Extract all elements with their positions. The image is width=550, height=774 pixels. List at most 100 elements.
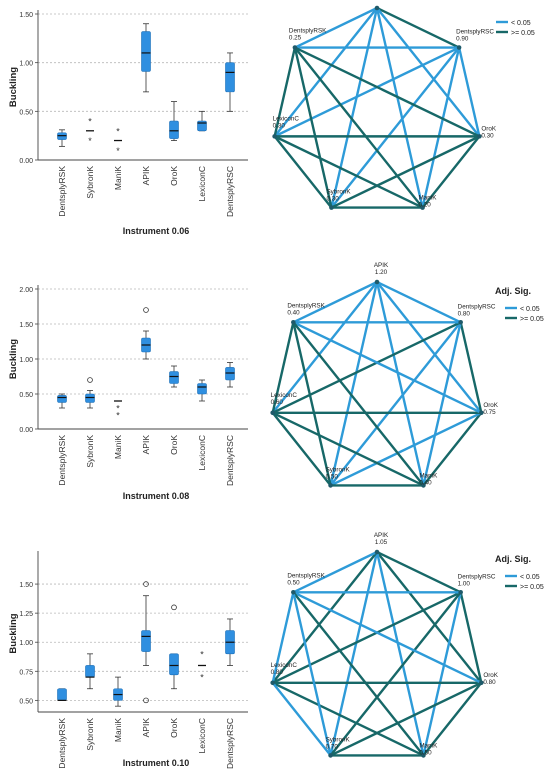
box-SybronK: ** [86, 117, 94, 146]
node-label: APIK [374, 532, 389, 539]
network-panel-0: APIK1.10DentsplyRSC0.90OroK0.30ManiK0.20… [272, 0, 535, 210]
x-tick-label: APIK [141, 718, 151, 738]
node-label: LexiconC [271, 662, 298, 669]
x-tick-label: SybronK [85, 166, 95, 199]
node-label: DentsplyRSK [287, 302, 325, 309]
x-tick-label: SybronK [85, 435, 95, 468]
edge-OroK-ManiK [422, 411, 483, 487]
outlier-star: * [88, 117, 92, 127]
x-tick-label: ManiK [113, 718, 123, 742]
edge-OroK-SybronK [330, 135, 481, 209]
node-value: 0.50 [287, 579, 300, 586]
node-LexiconC [270, 410, 275, 416]
legend-label-ns: >= 0.05 [520, 316, 544, 323]
edge-APIK-DentsplyRSC [375, 550, 462, 594]
edge-ManiK-DentsplyRSK [293, 46, 424, 209]
edge-DentsplyRSC-ManiK [421, 46, 461, 209]
outlier-star: * [116, 411, 120, 421]
legend: Adj. Sig. < 0.05 >= 0.05 [495, 554, 544, 591]
y-axis-title: Buckling [8, 67, 19, 107]
y-tick-label: 0.75 [19, 669, 33, 676]
edge-ManiK-LexiconC [271, 411, 425, 487]
y-tick-label: 0.50 [19, 392, 33, 399]
boxplot-panel-0: 0.000.501.001.50BucklingDentsplyRSK**Syb… [8, 10, 248, 236]
outlier-star: * [200, 649, 204, 659]
network-panel-2: APIK1.05DentsplyRSC1.00OroK0.80ManiK0.50… [270, 532, 544, 758]
x-tick-label: ManiK [113, 435, 123, 459]
node-value: 0.80 [458, 310, 471, 317]
edge-APIK-LexiconC [271, 280, 379, 415]
edge-APIK-SybronK [330, 6, 379, 209]
boxplot-panel-1: 0.00 0.50 1.00 1.50 2.00 Buckling DentsplyRSK S… [8, 285, 248, 501]
x-tick-label: APIK [141, 166, 151, 186]
node-label: SybronK [326, 466, 351, 473]
node-label: SybronK [326, 189, 351, 196]
node-value: 1.10 [375, 0, 388, 2]
node-label: LexiconC [271, 392, 298, 399]
outlier-star: * [88, 136, 92, 146]
box-DentsplyRSC [225, 618, 235, 666]
network-panel-1: APIK1.20DentsplyRSC0.80OroK0.75ManiK0.40… [270, 262, 544, 488]
box-iqr [197, 383, 207, 395]
edge-DentsplyRSC-LexiconC [273, 46, 461, 138]
edge-OroK-SybronK [329, 411, 483, 487]
edge-APIK-DentsplyRSK [292, 550, 379, 594]
edge-DentsplyRSC-SybronK [330, 46, 461, 209]
y-tick-label: 1.25 [19, 611, 33, 618]
edge-SybronK-DentsplyRSK [292, 321, 332, 487]
node-value: 0.70 [326, 743, 339, 750]
node-value: 0.60 [271, 399, 284, 406]
node-value: 1.00 [458, 580, 471, 587]
x-tick-label: ManiK [113, 166, 123, 190]
node-value: 0.40 [419, 479, 432, 486]
box-OroK [169, 604, 179, 690]
node-value: 0.25 [289, 35, 302, 42]
edge-DentsplyRSC-LexiconC [271, 321, 462, 415]
y-tick-label: 1.50 [19, 582, 33, 589]
edge-LexiconC-DentsplyRSK [271, 321, 295, 415]
edge-OroK-DentsplyRSK [292, 321, 483, 415]
y-axis-title: Buckling [8, 339, 19, 379]
edge-DentsplyRSC-SybronK [329, 321, 462, 487]
box-iqr [85, 665, 95, 678]
y-tick-label: 0.50 [19, 698, 33, 705]
edge-OroK-ManiK [422, 681, 483, 757]
edge-DentsplyRSC-OroK [459, 591, 483, 685]
node-value: 0.50 [326, 473, 339, 480]
node-label: DentsplyRSK [289, 28, 327, 35]
edge-SybronK-LexiconC [271, 411, 332, 487]
node-value: 0.80 [271, 669, 284, 676]
box-DentsplyRSC [225, 362, 235, 388]
node-DentsplyRSC [456, 45, 462, 50]
box-iqr [57, 688, 67, 701]
node-label: APIK [374, 262, 389, 269]
x-tick-label: APIK [141, 435, 151, 455]
edge-DentsplyRSC-LexiconC [271, 591, 462, 685]
x-tick-label: DentsplyRSC [225, 718, 235, 769]
edge-ManiK-DentsplyRSK [292, 321, 425, 487]
node-ManiK [420, 205, 425, 210]
outlier-circle [87, 377, 93, 383]
edge-LexiconC-DentsplyRSK [271, 591, 295, 685]
edge-OroK-DentsplyRSK [292, 591, 483, 685]
y-tick-label: 1.00 [19, 61, 33, 68]
legend: < 0.05 >= 0.05 [496, 20, 535, 37]
node-LexiconC [272, 134, 277, 139]
edge-OroK-SybronK [329, 681, 483, 757]
x-tick-label: DentsplyRSC [225, 166, 235, 217]
node-SybronK [329, 205, 334, 210]
outlier-circle [143, 697, 149, 704]
legend-title: Adj. Sig. [495, 286, 531, 296]
outlier-circle [143, 307, 149, 313]
node-OroK [477, 134, 482, 139]
box-APIK [141, 581, 151, 704]
chart-title: Instrument 0.06 [123, 226, 190, 236]
node-APIK [374, 5, 380, 11]
node-value: 0.80 [483, 679, 496, 686]
y-tick-label: 1.50 [19, 322, 33, 329]
edge-DentsplyRSC-ManiK [422, 321, 462, 487]
box-SybronK [85, 377, 95, 409]
node-OroK [479, 410, 484, 416]
x-tick-label: DentsplyRSC [225, 435, 235, 486]
